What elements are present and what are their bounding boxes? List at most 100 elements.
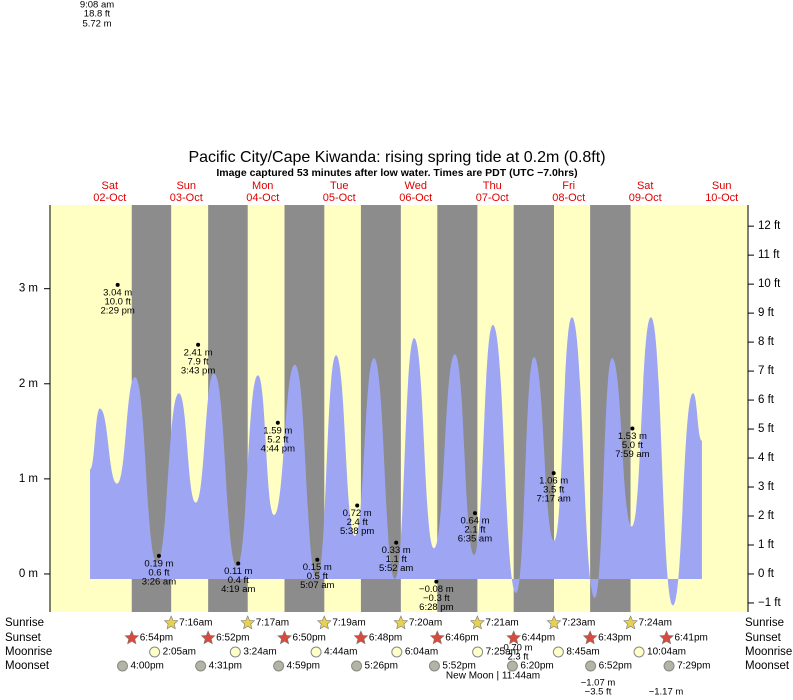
y2-tick-label: 2 ft [758,510,775,522]
sunrise-icon [163,615,179,630]
annotation: −1.07 m [581,678,616,689]
date-label: 02-Oct [93,192,126,204]
sunrise-icon [623,615,638,630]
extreme-ft: 0.5 ft [307,571,328,582]
y2-tick-label: 5 ft [758,423,775,435]
extreme-dot [394,540,399,545]
y2-tick-label: 1 ft [758,539,775,551]
extreme-m: 0.19 m [144,558,173,569]
day-label: Mon [252,180,273,192]
sunset-icon [277,630,292,645]
extreme-time: 5:52 am [379,563,413,574]
annotation: −1.17 m [649,687,684,698]
sunrise-icon [546,615,562,630]
extreme-time: 7:17 am [537,494,571,505]
extreme-m: 0.64 m [460,516,489,527]
row-time: 6:41pm [675,633,708,644]
y2-tick-label: 7 ft [758,365,775,377]
row-time: 7:29pm [677,661,710,672]
extreme-time: 4:44 pm [261,443,295,454]
row-time: 6:48pm [369,633,402,644]
row-time: 6:52pm [216,633,249,644]
row-time: 7:19am [332,618,365,629]
annotation: 2.3 ft [507,652,528,663]
annotation: 9:08 am [80,0,114,11]
day-label: Fri [562,180,575,192]
row-label: Sunset [5,632,42,644]
extreme-ft: 7.9 ft [188,356,209,367]
extreme-ft: 3.5 ft [543,485,564,496]
extreme-m: 0.15 m [303,562,332,573]
annotation: 18.8 ft [84,9,111,20]
row-time: 7:23am [562,618,595,629]
sunset-icon [353,630,369,645]
row-time: 5:52pm [442,661,475,672]
extreme-dot [115,282,120,287]
moonset-icon [428,660,440,672]
sunset-icon [429,630,445,645]
moonrise-icon [472,646,484,658]
y2-tick-label: 8 ft [758,336,775,348]
extreme-dot [630,426,635,431]
extreme-m: 2.41 m [184,347,213,358]
date-label: 08-Oct [552,192,585,204]
extreme-time: 5:38 pm [340,526,374,537]
y2-tick-label: 4 ft [758,452,775,464]
date-label: 07-Oct [476,192,509,204]
y2-tick-label: 6 ft [758,394,775,406]
row-time: 6:50pm [293,633,326,644]
date-label: 09-Oct [629,192,662,204]
moonrise-icon [391,646,403,658]
row-time: 6:52pm [599,661,632,672]
row-time: 6:46pm [445,633,478,644]
moonrise-icon [310,646,322,658]
row-time: 7:17am [256,618,289,629]
sunrise-icon [316,615,332,630]
extreme-time: 5:07 am [300,580,334,591]
row-label: Sunrise [5,617,44,629]
row-time: 4:44am [324,647,357,658]
extreme-ft: 2.4 ft [347,517,368,528]
date-label: 10-Oct [705,192,738,204]
moonrise-icon [149,646,161,658]
sunset-icon [124,630,140,645]
sunset-icon [582,630,598,645]
date-label: 03-Oct [170,192,203,204]
y-tick-label: 3 m [19,283,38,295]
sunset-icon [659,630,674,645]
date-label: 04-Oct [246,192,279,204]
row-time: 6:44pm [522,633,555,644]
sunrise-icon [393,615,409,630]
chart-title: Pacific City/Cape Kiwanda: rising spring… [188,149,605,166]
y2-tick-label: 10 ft [758,278,781,290]
row-time: 2:05am [163,647,196,658]
row-label: Moonset [5,660,50,672]
moonset-icon [585,660,597,672]
extreme-m: 3.04 m [103,287,132,298]
extreme-ft: 2.1 ft [464,525,485,536]
extreme-dot [355,503,360,508]
moonset-icon [663,660,675,672]
extreme-dot [551,471,556,476]
extreme-time: 2:29 pm [101,305,135,316]
row-time: 6:04am [405,647,438,658]
extreme-time: 6:35 am [458,534,492,545]
row-time: 6:43pm [598,633,631,644]
date-label: 05-Oct [323,192,356,204]
row-time: 7:21am [485,618,518,629]
y2-tick-label: 0 ft [758,568,775,580]
row-time: 4:31pm [209,661,242,672]
extreme-dot [434,579,439,584]
y-tick-label: 1 m [19,473,38,485]
day-label: Thu [483,180,502,192]
extreme-m: −0.08 m [419,584,454,595]
sunset-icon [200,630,216,645]
annotation: 0.70 m [503,643,532,654]
day-label: Sun [712,180,732,192]
annotation: 5.72 m [82,19,111,30]
extreme-dot [315,557,320,562]
y2-tick-label: 12 ft [758,220,781,232]
row-label: Sunrise [745,617,784,629]
row-time: 6:20pm [520,661,553,672]
extreme-time: 6:28 pm [419,602,453,613]
